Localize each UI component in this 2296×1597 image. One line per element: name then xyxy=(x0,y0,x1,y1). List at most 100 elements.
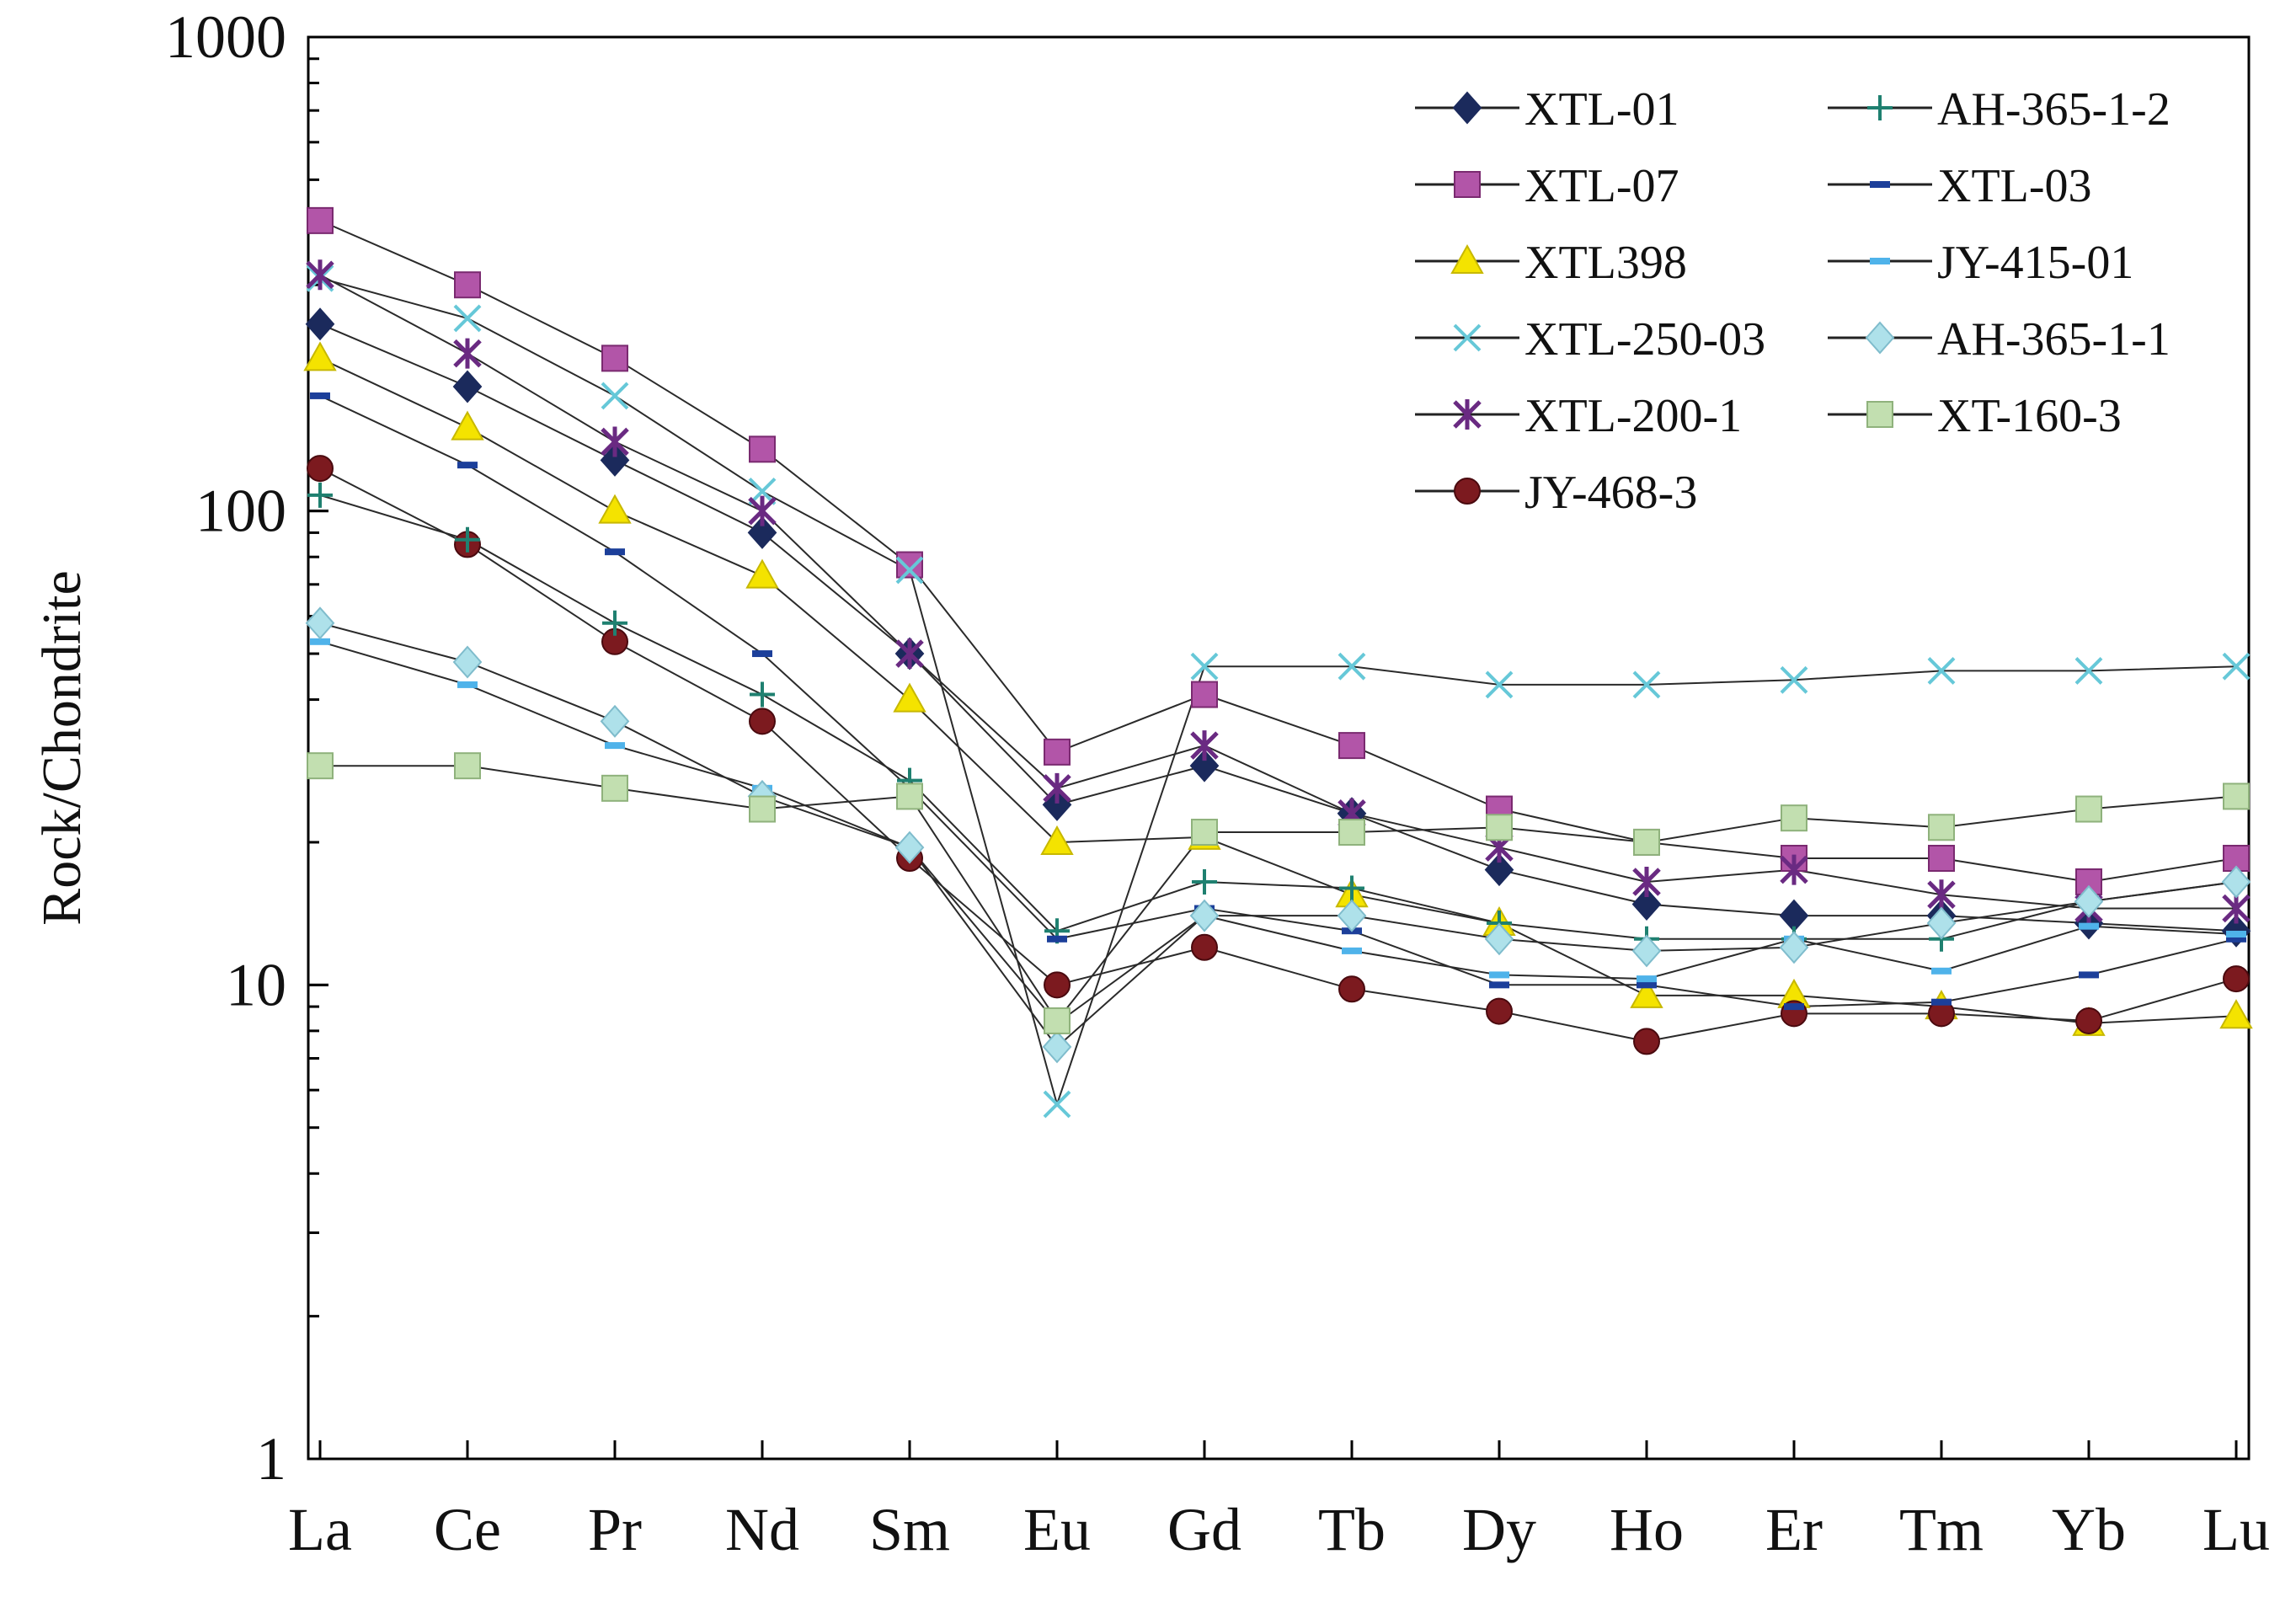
series-line-xtl398 xyxy=(319,357,2237,1024)
point-xtl-03-ce xyxy=(457,462,478,469)
series-line-xtl-200-1 xyxy=(319,274,2236,910)
x-tick-label-eu: Eu xyxy=(1023,1496,1091,1563)
x-tick-label-tb: Tb xyxy=(1318,1496,1386,1563)
y-axis-ticks: 1 10 100 1000 xyxy=(165,3,328,1493)
point-ah-365-1-1-ce xyxy=(452,645,483,679)
point-xtl-03-eu xyxy=(1047,935,1067,943)
x-axis-ticks: La Ce Pr Nd Sm Eu Gd Tb Dy Ho Er Tm Yb Lu xyxy=(288,1440,2270,1563)
point-xtl-01-la xyxy=(305,307,335,341)
point-ah-365-1-2-gd xyxy=(1192,868,1217,895)
point-xtl-01-gd xyxy=(1189,749,1220,782)
point-xtl-250-03-er xyxy=(1780,665,1808,694)
point-xtl-07-ce xyxy=(454,271,481,299)
point-xtl-200-1-pr xyxy=(601,426,629,457)
point-ah-365-1-2-ce xyxy=(455,526,480,553)
point-xtl-07-tm xyxy=(1928,845,1955,873)
point-ah-365-1-1-ho xyxy=(1631,934,1662,968)
legend-label-xtl-250-03: XTL-250-03 xyxy=(1524,313,1765,366)
point-xtl-01-ho xyxy=(1631,888,1662,921)
point-xt-160-3-lu xyxy=(2223,782,2250,810)
point-xt-160-3-sm xyxy=(896,782,923,810)
legend-marker-ah-365-1-2 xyxy=(1867,95,1893,120)
series-line-xtl-07 xyxy=(319,219,2237,884)
series-line-xtl-250-03 xyxy=(319,277,2237,1108)
point-xt-160-3-er xyxy=(1781,804,1807,832)
point-ah-365-1-1-dy xyxy=(1484,922,1514,956)
legend-label-xtl-07: XTL-07 xyxy=(1524,160,1679,212)
point-xtl-250-03-tb xyxy=(1338,652,1366,681)
point-xtl-03-yb xyxy=(2079,971,2099,979)
point-xtl398-la xyxy=(303,341,337,371)
point-xt-160-3-la xyxy=(307,752,334,780)
point-ah-365-1-1-eu xyxy=(1042,1030,1072,1064)
point-jy-468-3-eu xyxy=(1044,971,1071,999)
point-jy-415-01-ce xyxy=(457,681,478,688)
point-xtl-200-1-tm xyxy=(1927,879,1956,911)
point-xtl-250-03-yb xyxy=(2074,657,2103,685)
legend-marker-jy-415-01 xyxy=(1870,258,1890,264)
point-xt-160-3-ho xyxy=(1633,828,1660,856)
point-xtl-07-sm xyxy=(896,551,923,579)
point-xtl-03-lu xyxy=(2226,935,2246,943)
legend-marker-xtl-03 xyxy=(1870,181,1890,188)
series-lines xyxy=(319,219,2237,1108)
point-xtl398-ho xyxy=(1630,978,1663,1008)
point-xtl398-ce xyxy=(451,410,484,441)
point-xt-160-3-gd xyxy=(1191,819,1218,847)
point-jy-468-3-dy xyxy=(1486,997,1513,1025)
legend-label-ah-365-1-2: AH-365-1-2 xyxy=(1937,83,2171,136)
point-ah-365-1-2-tb xyxy=(1339,875,1364,901)
point-xtl-200-1-ho xyxy=(1632,866,1661,897)
point-xtl-250-03-tm xyxy=(1927,657,1956,685)
legend-label-jy-468-3: JY-468-3 xyxy=(1524,467,1697,519)
point-xtl398-pr xyxy=(598,494,632,524)
point-ah-365-1-1-lu xyxy=(2221,865,2251,899)
series-line-xtl-03 xyxy=(319,394,2237,1008)
point-xtl-250-03-ho xyxy=(1632,670,1661,699)
point-xtl-03-tm xyxy=(1931,998,1952,1006)
x-tick-label-ho: Ho xyxy=(1610,1496,1684,1563)
point-xtl398-sm xyxy=(893,682,926,713)
point-xtl-03-nd xyxy=(752,650,772,658)
point-xt-160-3-dy xyxy=(1486,814,1513,841)
point-xtl-03-ho xyxy=(1637,981,1657,989)
point-xtl-200-1-er xyxy=(1780,854,1808,885)
legend: XTL-01 XTL-07 XTL398 XTL-250-03 XTL-200-1 JY-… xyxy=(1415,83,2171,519)
point-xtl-01-ce xyxy=(452,370,483,403)
point-jy-415-01-dy xyxy=(1489,971,1509,979)
point-xt-160-3-pr xyxy=(601,774,628,802)
y-tick-label: 1 xyxy=(256,1425,286,1493)
point-xtl-07-eu xyxy=(1044,738,1071,766)
point-xtl-200-1-lu xyxy=(2222,893,2251,924)
x-tick-label-la: La xyxy=(288,1496,352,1563)
point-xtl-200-1-eu xyxy=(1043,772,1071,804)
series-line-jy-415-01 xyxy=(319,640,2237,1025)
point-xtl-03-pr xyxy=(605,548,625,556)
legend-label-xtl-01: XTL-01 xyxy=(1524,83,1679,136)
point-xtl-250-03-dy xyxy=(1485,670,1514,699)
legend-marker-xtl-200-1 xyxy=(1453,399,1482,430)
x-tick-label-yb: Yb xyxy=(2052,1496,2126,1563)
legend-label-xtl-03: XTL-03 xyxy=(1937,160,2092,212)
point-xtl-200-1-gd xyxy=(1190,730,1219,761)
legend-marker-xtl-07 xyxy=(1454,171,1481,198)
x-tick-label-gd: Gd xyxy=(1167,1496,1241,1563)
legend-label-ah-365-1-1: AH-365-1-1 xyxy=(1937,313,2171,366)
legend-label-xt-160-3: XT-160-3 xyxy=(1937,390,2122,442)
point-ah-365-1-2-nd xyxy=(750,681,775,708)
y-tick-label: 1000 xyxy=(165,3,286,71)
point-ah-365-1-1-sm xyxy=(894,831,925,864)
point-jy-415-01-yb xyxy=(2079,922,2099,930)
point-jy-468-3-la xyxy=(307,455,334,483)
legend-marker-xtl398 xyxy=(1450,243,1484,274)
point-jy-415-01-ho xyxy=(1637,975,1657,983)
legend-label-xtl-200-1: XTL-200-1 xyxy=(1524,390,1742,442)
point-xtl-01-nd xyxy=(747,515,777,549)
x-tick-label-pr: Pr xyxy=(588,1496,642,1563)
point-ah-365-1-2-la xyxy=(307,482,333,508)
x-tick-label-tm: Tm xyxy=(1899,1496,1984,1563)
point-jy-468-3-tb xyxy=(1338,975,1365,1003)
series-line-xtl-01 xyxy=(319,323,2237,932)
point-jy-468-3-yb xyxy=(2075,1007,2102,1034)
series-line-ah-365-1-2 xyxy=(319,494,2237,940)
